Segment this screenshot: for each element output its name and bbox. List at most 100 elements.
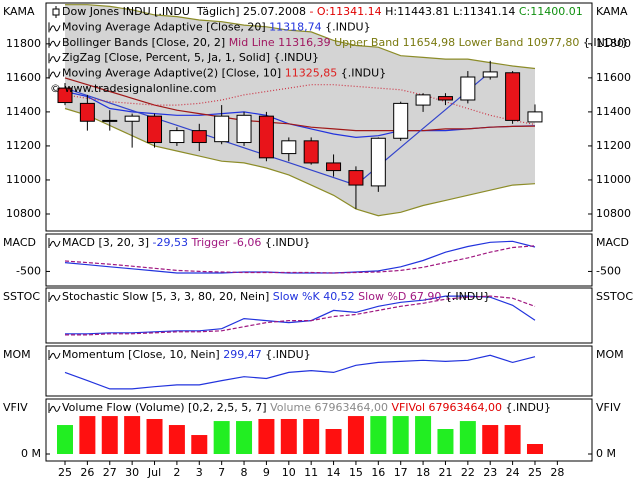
line [64,84,536,126]
x-tick-label: 28 [550,466,564,479]
x-tick-label: 25 [528,466,542,479]
candle-body [124,115,140,122]
y-tick-label-right: 10800 [596,207,631,220]
panel-label-right: MACD [596,236,629,249]
legend-text: 11325,85 [285,67,338,80]
legend-text: Slow %K 40,52 [273,290,355,303]
legend-entry: MACD [3, 20, 3] -29,53 Trigger -6,06 {.I… [62,236,310,249]
panel-label: SSTOC [3,290,40,303]
line [64,245,536,274]
candle-body [79,102,95,122]
legend-icon [52,8,60,16]
candle-body [57,87,73,104]
candle-body [102,119,118,122]
candle-body [393,102,409,139]
bar [392,416,409,454]
candle-body [214,115,230,143]
legend-text: {.INDU} [579,36,628,49]
y-tick-label-right: 11400 [596,105,631,118]
legend-text: Volume 67963464,00 [270,401,388,414]
candle-body [437,96,453,101]
bar [168,425,185,454]
panel-label: VFIV [3,401,28,414]
candle-body [527,111,543,123]
bar [459,421,476,454]
y-tick-label: -500 [16,264,41,277]
legend-text: {.INDU} [337,67,386,80]
legend-entry: Moving Average Adaptive(2) [Close, 10] 1… [62,67,386,80]
line [64,71,491,186]
watermark: © www.tradesignalonline.com [50,82,216,95]
legend-icon [49,294,61,301]
legend-icon [49,240,61,247]
legend-entry: Momentum [Close, 10, Nein] 299,47 {.INDU… [62,348,311,361]
x-tick-label: Jul [147,466,161,479]
legend-text: C:11400.01 [519,5,583,18]
bar [437,429,454,454]
legend-text: Mid Line 11316,39 [229,36,331,49]
legend-entry: Volume Flow (Volume) [0,2, 2,5, 5, 7] Vo… [62,401,551,414]
legend-entry: Dow Jones INDU [.INDU Täglich] 25.07.200… [62,5,583,18]
x-tick-label: 23 [483,466,497,479]
legend-text: Momentum [Close, 10, Nein] [62,348,223,361]
legend-text: {.INDU} [441,290,490,303]
bar [236,421,253,454]
y-tick-label: 11800 [6,37,41,50]
y-tick-label: 11200 [6,139,41,152]
legend-text: Bollinger Bands [Close, 20, 2] [62,36,229,49]
x-tick-label: 26 [80,466,94,479]
panel-label-right: SSTOC [596,290,633,303]
y-tick-label: 0 M [21,447,41,460]
bar [258,419,275,454]
y-tick-label-right: 11600 [596,71,631,84]
x-tick-label: 21 [438,466,452,479]
y-tick-label: 11600 [6,71,41,84]
legend-icon [49,71,61,78]
legend-text: {.INDU} [261,236,310,249]
candle-body [258,115,274,159]
legend-icon [49,352,61,359]
candle-body [415,94,431,106]
legend-text: Slow %D 67,90 [355,290,442,303]
bar [504,425,521,454]
legend-text: {.INDU} [262,348,311,361]
legend-text: Stochastic Slow [5, 3, 3, 80, 20, Nein] [62,290,273,303]
x-tick-label: 18 [416,466,430,479]
legend-text: Moving Average Adaptive [Close, 20] [62,20,269,33]
line [64,354,536,390]
legend-text: VFIVol 67963464,00 [388,401,502,414]
bar [347,416,364,454]
candle-body [460,76,476,101]
bar [325,429,342,454]
x-tick-label: 25 [58,466,72,479]
bar [280,419,297,454]
x-tick-label: 27 [103,466,117,479]
candle-body [505,72,521,121]
x-tick-label: 30 [125,466,139,479]
x-tick-label: 9 [263,466,270,479]
upper-band [65,4,536,70]
panel-label-right: KAMA [596,5,628,18]
candle-body [147,115,163,144]
y-tick-label-right: 11200 [596,139,631,152]
legend-entry: Moving Average Adaptive [Close, 20] 1131… [62,20,371,33]
candle-body [370,137,386,187]
y-tick-label: 11400 [6,105,41,118]
legend-entry: ZigZag [Close, Percent, 5, Ja, 1, Solid]… [62,51,319,64]
legend-icon [49,25,61,32]
legend-text: Upper Band 11654,98 Lower Band 10977,80 [331,36,580,49]
line [64,77,536,132]
x-tick-label: 14 [327,466,341,479]
legend-text: H:11443.81 L:11341.14 [382,5,519,18]
x-tick-label: 24 [506,466,520,479]
bar [146,419,163,454]
x-tick-label: 2 [173,466,180,479]
bar [482,425,499,454]
panel-label-right: VFIV [596,401,621,414]
candle-body [281,140,297,155]
bar [415,416,432,454]
y-tick-label: 10800 [6,207,41,220]
legend-entry: Stochastic Slow [5, 3, 3, 80, 20, Nein] … [62,290,490,303]
x-tick-label: 7 [218,466,225,479]
